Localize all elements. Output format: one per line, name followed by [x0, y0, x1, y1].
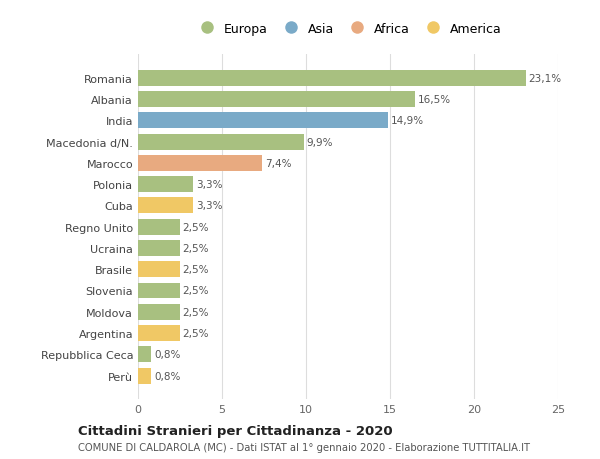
Bar [138, 113, 388, 129]
Bar [138, 241, 180, 257]
Bar [138, 177, 193, 193]
Text: 2,5%: 2,5% [182, 286, 209, 296]
Bar [138, 347, 151, 363]
Text: 16,5%: 16,5% [418, 95, 451, 105]
Text: 3,3%: 3,3% [196, 201, 223, 211]
Text: 2,5%: 2,5% [182, 265, 209, 274]
Text: 2,5%: 2,5% [182, 222, 209, 232]
Text: 2,5%: 2,5% [182, 328, 209, 338]
Text: 2,5%: 2,5% [182, 307, 209, 317]
Text: Cittadini Stranieri per Cittadinanza - 2020: Cittadini Stranieri per Cittadinanza - 2… [78, 424, 392, 437]
Text: 2,5%: 2,5% [182, 243, 209, 253]
Text: 3,3%: 3,3% [196, 180, 223, 190]
Text: 14,9%: 14,9% [391, 116, 424, 126]
Bar [138, 325, 180, 341]
Bar [138, 92, 415, 108]
Bar [138, 71, 526, 87]
Text: 0,8%: 0,8% [154, 349, 181, 359]
Bar [138, 156, 262, 172]
Bar [138, 219, 180, 235]
Bar [138, 198, 193, 214]
Bar [138, 304, 180, 320]
Text: 23,1%: 23,1% [529, 74, 562, 84]
Bar [138, 134, 304, 150]
Bar [138, 283, 180, 299]
Text: 7,4%: 7,4% [265, 158, 292, 168]
Legend: Europa, Asia, Africa, America: Europa, Asia, Africa, America [191, 20, 505, 38]
Text: COMUNE DI CALDAROLA (MC) - Dati ISTAT al 1° gennaio 2020 - Elaborazione TUTTITAL: COMUNE DI CALDAROLA (MC) - Dati ISTAT al… [78, 442, 530, 452]
Bar [138, 368, 151, 384]
Bar [138, 262, 180, 278]
Text: 0,8%: 0,8% [154, 371, 181, 381]
Text: 9,9%: 9,9% [307, 137, 334, 147]
